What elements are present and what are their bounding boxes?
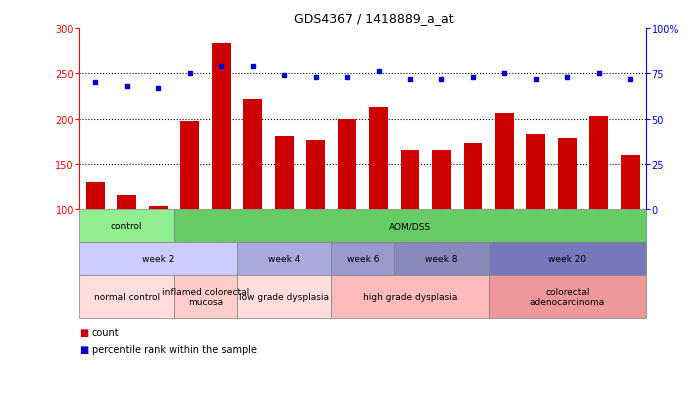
Bar: [149, 207, 168, 210]
Bar: [237, 275, 331, 318]
Bar: [237, 242, 331, 275]
Bar: [306, 141, 325, 210]
Bar: [464, 144, 482, 210]
Bar: [432, 151, 451, 210]
Bar: [369, 107, 388, 210]
Bar: [589, 116, 608, 210]
Text: low grade dysplasia: low grade dysplasia: [239, 292, 329, 301]
Bar: [331, 242, 395, 275]
Text: week 20: week 20: [549, 254, 587, 263]
Bar: [489, 242, 646, 275]
Bar: [489, 275, 646, 318]
Bar: [558, 139, 577, 210]
Text: AOM/DSS: AOM/DSS: [389, 221, 431, 230]
Bar: [243, 100, 262, 210]
Text: control: control: [111, 221, 142, 230]
Text: week 6: week 6: [346, 254, 379, 263]
Bar: [527, 135, 545, 210]
Bar: [79, 242, 237, 275]
Bar: [79, 210, 174, 242]
Text: week 4: week 4: [268, 254, 301, 263]
Bar: [117, 195, 136, 210]
Text: GDS4367 / 1418889_a_at: GDS4367 / 1418889_a_at: [294, 12, 453, 25]
Bar: [338, 120, 357, 210]
Bar: [211, 44, 231, 210]
Bar: [621, 155, 640, 210]
Text: inflamed colorectal
mucosa: inflamed colorectal mucosa: [162, 287, 249, 306]
Bar: [79, 275, 174, 318]
Bar: [395, 242, 489, 275]
Bar: [274, 136, 294, 210]
Bar: [86, 183, 104, 210]
Text: percentile rank within the sample: percentile rank within the sample: [92, 344, 257, 354]
Text: count: count: [92, 328, 120, 337]
Text: week 8: week 8: [425, 254, 457, 263]
Bar: [174, 275, 237, 318]
Bar: [495, 114, 514, 210]
Bar: [174, 210, 646, 242]
Text: ■: ■: [79, 328, 88, 337]
Bar: [331, 275, 489, 318]
Text: high grade dysplasia: high grade dysplasia: [363, 292, 457, 301]
Text: ■: ■: [79, 344, 88, 354]
Text: normal control: normal control: [93, 292, 160, 301]
Text: colorectal
adenocarcinoma: colorectal adenocarcinoma: [530, 287, 605, 306]
Bar: [180, 122, 199, 210]
Bar: [401, 151, 419, 210]
Text: week 2: week 2: [142, 254, 174, 263]
